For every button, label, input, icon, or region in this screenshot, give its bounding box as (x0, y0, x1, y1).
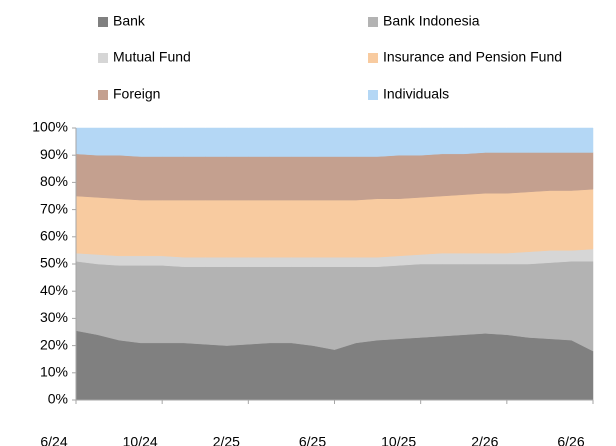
legend-label: Individuals (383, 86, 449, 102)
y-tick-label: 70% (40, 200, 68, 216)
legend-label: Insurance and Pension Fund (383, 49, 562, 65)
y-tick-label: 40% (40, 282, 68, 298)
y-tick-label: 80% (40, 173, 68, 189)
x-tick-label: 10/25 (381, 434, 416, 446)
x-tick-label: 6/24 (40, 434, 67, 446)
x-tick-label: 10/24 (123, 434, 158, 446)
legend-swatch (98, 17, 108, 27)
y-tick-label: 0% (48, 391, 68, 407)
legend-swatch (98, 53, 108, 63)
y-tick-label: 60% (40, 228, 68, 244)
x-tick-label: 6/26 (557, 434, 584, 446)
y-tick-label: 90% (40, 146, 68, 162)
legend-swatch (368, 17, 378, 27)
legend-label: Bank Indonesia (383, 13, 480, 29)
y-tick-label: 20% (40, 336, 68, 352)
legend-swatch (98, 90, 108, 100)
y-tick-label: 10% (40, 364, 68, 380)
legend-label: Bank (113, 13, 146, 29)
y-tick-label: 100% (32, 119, 68, 135)
y-tick-label: 30% (40, 309, 68, 325)
x-tick-label: 2/25 (213, 434, 240, 446)
y-tick-label: 50% (40, 255, 68, 271)
x-tick-label: 6/25 (299, 434, 326, 446)
x-tick-label: 2/26 (471, 434, 498, 446)
area (75, 127, 594, 157)
legend-swatch (368, 90, 378, 100)
legend-label: Mutual Fund (113, 49, 191, 65)
legend-swatch (368, 53, 378, 63)
area (75, 152, 594, 201)
legend-label: Foreign (113, 86, 160, 102)
